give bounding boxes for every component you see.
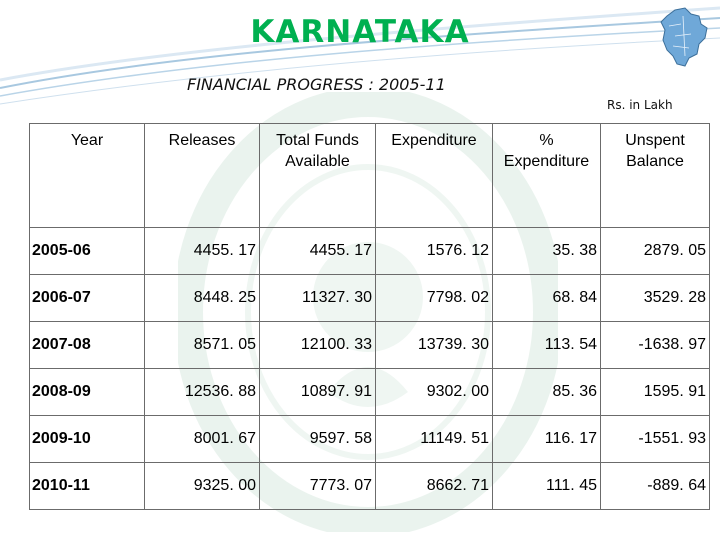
table-row: 2007-08 8571. 05 12100. 33 13739. 30 113… [29,321,710,369]
cell-percent: 85. 36 [492,368,601,416]
cell-releases: 4455. 17 [144,227,260,275]
cell-expenditure: 7798. 02 [375,274,493,322]
cell-year: 2007-08 [29,321,145,369]
table-row: 2008-09 12536. 88 10897. 91 9302. 00 85.… [29,368,710,416]
cell-percent: 68. 84 [492,274,601,322]
col-header-percent-expenditure: % Expenditure [492,123,601,228]
cell-total-funds: 12100. 33 [259,321,376,369]
cell-total-funds: 9597. 58 [259,415,376,463]
cell-releases: 8571. 05 [144,321,260,369]
cell-releases: 8448. 25 [144,274,260,322]
cell-total-funds: 4455. 17 [259,227,376,275]
cell-unspent: 1595. 91 [600,368,710,416]
cell-year: 2006-07 [29,274,145,322]
col-header-year: Year [29,123,145,228]
cell-year: 2009-10 [29,415,145,463]
cell-year: 2008-09 [29,368,145,416]
cell-unspent: 2879. 05 [600,227,710,275]
col-header-total-funds: Total Funds Available [259,123,376,228]
col-header-expenditure: Expenditure [375,123,493,228]
cell-unspent: -889. 64 [600,462,710,510]
table-row: 2005-06 4455. 17 4455. 17 1576. 12 35. 3… [29,227,710,275]
cell-expenditure: 9302. 00 [375,368,493,416]
table-subtitle: FINANCIAL PROGRESS : 2005-11 [187,75,446,94]
financial-progress-table: Year Releases Total Funds Available Expen… [29,123,710,510]
cell-percent: 111. 45 [492,462,601,510]
cell-releases: 12536. 88 [144,368,260,416]
table-row: 2010-11 9325. 00 7773. 07 8662. 71 111. … [29,462,710,510]
cell-expenditure: 1576. 12 [375,227,493,275]
karnataka-map-icon [660,7,708,67]
cell-total-funds: 11327. 30 [259,274,376,322]
cell-expenditure: 8662. 71 [375,462,493,510]
cell-releases: 9325. 00 [144,462,260,510]
unit-note: Rs. in Lakh [607,98,673,112]
col-header-unspent-balance: Unspent Balance [600,123,710,228]
cell-percent: 35. 38 [492,227,601,275]
cell-expenditure: 13739. 30 [375,321,493,369]
cell-percent: 116. 17 [492,415,601,463]
cell-total-funds: 7773. 07 [259,462,376,510]
cell-year: 2010-11 [29,462,145,510]
cell-unspent: -1638. 97 [600,321,710,369]
col-header-releases: Releases [144,123,260,228]
cell-percent: 113. 54 [492,321,601,369]
cell-unspent: -1551. 93 [600,415,710,463]
table-row: 2009-10 8001. 67 9597. 58 11149. 51 116.… [29,415,710,463]
header-swoosh [0,6,720,105]
page-title: KARNATAKA [250,14,470,50]
cell-year: 2005-06 [29,227,145,275]
cell-total-funds: 10897. 91 [259,368,376,416]
cell-unspent: 3529. 28 [600,274,710,322]
cell-releases: 8001. 67 [144,415,260,463]
table-row: 2006-07 8448. 25 11327. 30 7798. 02 68. … [29,274,710,322]
table-header-row: Year Releases Total Funds Available Expen… [29,123,710,228]
cell-expenditure: 11149. 51 [375,415,493,463]
